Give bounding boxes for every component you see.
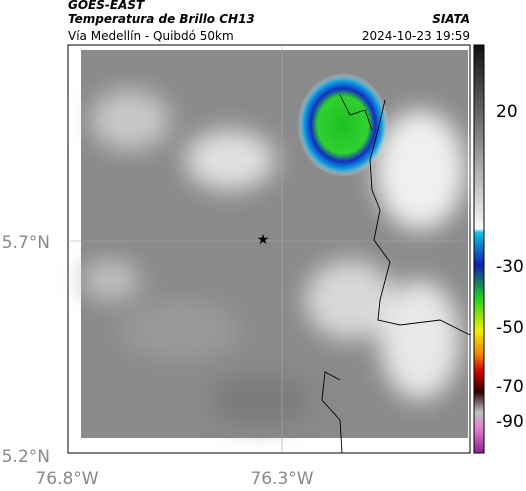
map: ★	[67, 44, 471, 454]
lon-label: 76.3°W	[250, 469, 313, 489]
region: Vía Medellín - Quibdó 50km	[68, 29, 234, 43]
lat-label: 5.2°N	[2, 447, 50, 467]
convective-cell	[297, 73, 389, 177]
city-marker: ★	[257, 232, 270, 248]
colorbar	[473, 44, 485, 454]
cloud-texture	[80, 90, 465, 425]
border	[321, 99, 471, 454]
colorbar-label: -50	[496, 318, 524, 338]
org: SIATA	[432, 12, 470, 26]
colorbar-label: -90	[496, 412, 524, 432]
product: Temperatura de Brillo CH13	[68, 12, 255, 26]
colorbar-label: -70	[496, 377, 524, 397]
datetime: 2024-10-23 19:59	[362, 29, 470, 43]
lon-label: 76.8°W	[35, 469, 98, 489]
border	[339, 94, 373, 131]
colorbar-label: -30	[496, 257, 524, 277]
source: GOES-EAST	[68, 0, 145, 12]
lat-label: 5.7°N	[2, 233, 50, 253]
colorbar-label: 20	[496, 102, 518, 122]
